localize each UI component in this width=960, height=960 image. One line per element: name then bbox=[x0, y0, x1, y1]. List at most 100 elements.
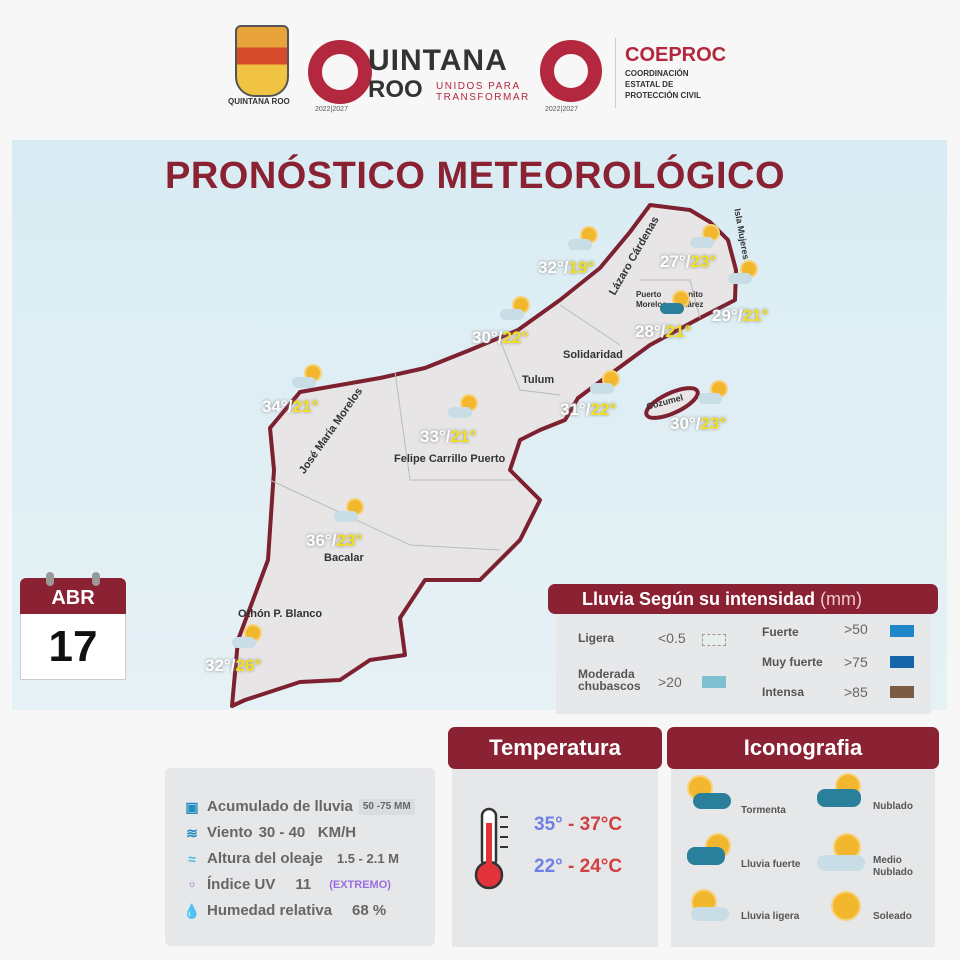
info-wind-value: 30 - 40 KM/H bbox=[258, 824, 357, 841]
temperature-marker: 33°/21° bbox=[420, 427, 477, 446]
calendar-ring bbox=[92, 572, 100, 586]
map-label-bacalar: Bacalar bbox=[324, 552, 364, 564]
calendar-ring bbox=[46, 572, 54, 586]
info-wind-row: ≋ Viento 30 - 40 KM/H bbox=[183, 824, 356, 842]
legend-medio-nublado: Medio Nublado bbox=[873, 855, 913, 878]
rain-legend-header: Lluvia Según su intensidad (mm) bbox=[548, 584, 938, 614]
sunny-icon bbox=[827, 893, 871, 929]
info-humidity-value: 68 % bbox=[352, 902, 387, 919]
years-2: 2022|2027 bbox=[545, 106, 578, 113]
coat-of-arms-logo bbox=[235, 25, 289, 97]
iconography-title: Iconografia bbox=[667, 727, 939, 769]
wind-icon: ≋ bbox=[186, 825, 198, 841]
header-logos: QUINTANA ROO UINTANA ROO UNIDOS PARA TRA… bbox=[0, 0, 960, 130]
weather-info-panel: ▣ Acumulado de lluvia 50 -75 MM ≋ Viento 30 … bbox=[165, 768, 435, 946]
calendar-month: ABR bbox=[20, 578, 126, 614]
rain-label-muy-fuerte: Muy fuerte bbox=[762, 655, 823, 669]
heavy-rain-icon bbox=[687, 835, 731, 871]
legend-soleado: Soleado bbox=[873, 911, 912, 922]
min-temperature-range: 22° - 24°C bbox=[534, 856, 622, 878]
uv-sun-icon: ☼ bbox=[187, 879, 197, 890]
rain-swatch-ligera bbox=[702, 634, 726, 646]
min-temp: 21° bbox=[665, 322, 692, 341]
partly-cloudy-icon bbox=[334, 500, 364, 522]
calendar-day: 17 bbox=[20, 614, 126, 680]
rain-swatch-moderada bbox=[702, 676, 726, 688]
cloudy-icon bbox=[817, 775, 861, 811]
max-temp: 34° bbox=[262, 397, 288, 416]
rain-value-moderada: >20 bbox=[658, 674, 682, 690]
info-waves-row: ≈ Altura del oleaje 1.5 - 2.1 M bbox=[183, 850, 399, 868]
info-uv-row: ☼ Índice UV 11 (EXTREMO) bbox=[183, 876, 391, 894]
min-temp: 23° bbox=[700, 414, 727, 433]
info-wind-label: Viento bbox=[207, 824, 253, 841]
partly-cloudy-icon bbox=[728, 262, 758, 284]
rain-label-moderada: Moderada chubascos bbox=[578, 667, 641, 693]
temperature-title: Temperatura bbox=[448, 727, 662, 769]
info-rain-row: ▣ Acumulado de lluvia 50 -75 MM bbox=[183, 798, 415, 816]
rain-label-ligera: Ligera bbox=[578, 631, 615, 645]
quintana-roo-q-logo bbox=[308, 40, 372, 104]
partly-cloudy-icon bbox=[292, 366, 322, 388]
temperature-marker: 29°/21° bbox=[712, 306, 769, 325]
map-label-puerto-morelos: Puerto Morelos bbox=[636, 290, 667, 309]
map-label-felipe-carrillo-puerto: Felipe Carrillo Puerto bbox=[394, 453, 506, 465]
info-uv-level: (EXTREMO) bbox=[329, 879, 391, 891]
municipal-borders bbox=[269, 279, 701, 551]
max-temp: 32° bbox=[538, 258, 564, 277]
temperature-marker: 31°/22° bbox=[560, 400, 617, 419]
min-temp: 22° bbox=[590, 400, 617, 419]
max-temp: 30° bbox=[670, 414, 696, 433]
temperature-marker: 34°/21° bbox=[262, 397, 319, 416]
info-humidity-row: 💧 Humedad relativa 68 % bbox=[183, 902, 386, 920]
quintana-roo-shape bbox=[230, 203, 738, 708]
max-temp: 30° bbox=[472, 328, 498, 347]
min-temp-low: 22° bbox=[534, 856, 563, 877]
max-temp: 32° bbox=[205, 656, 231, 675]
temperature-marker: 36°/23° bbox=[306, 531, 363, 550]
temperature-marker: 30°/22° bbox=[472, 328, 529, 347]
coeproc-title: COEPROC bbox=[625, 44, 727, 66]
map-label-solidaridad: Solidaridad bbox=[563, 349, 623, 361]
max-temp: 33° bbox=[420, 427, 446, 446]
min-temp: 26° bbox=[235, 656, 262, 675]
info-waves-value: 1.5 - 2.1 M bbox=[336, 851, 400, 866]
partly-cloudy-icon bbox=[448, 396, 478, 418]
storm-icon bbox=[660, 292, 690, 314]
info-rain-value: 50 -75 MM bbox=[358, 799, 415, 815]
date-calendar: ABR 17 bbox=[20, 572, 126, 686]
min-temp-high: 24°C bbox=[579, 856, 623, 877]
rain-legend-title: Lluvia Según su intensidad bbox=[582, 589, 816, 609]
partly-cloudy-icon bbox=[817, 835, 865, 871]
max-temperature-range: 35° - 37°C bbox=[534, 814, 622, 836]
rain-value-muy-fuerte: >75 bbox=[844, 654, 868, 670]
years: 2022|2027 bbox=[315, 106, 348, 113]
legend-lluvia-ligera: Lluvia ligera bbox=[741, 911, 800, 922]
rain-swatch-fuerte bbox=[890, 625, 914, 637]
info-rain-label: Acumulado de lluvia bbox=[207, 798, 353, 815]
waves-icon: ≈ bbox=[188, 851, 196, 867]
partly-cloudy-icon bbox=[232, 626, 262, 648]
iconography-panel: Iconografia Tormenta Nublado Lluvia fuer… bbox=[667, 727, 939, 947]
min-temp: 21° bbox=[450, 427, 477, 446]
info-uv-value: 11 bbox=[295, 876, 312, 893]
partly-cloudy-icon bbox=[698, 382, 728, 404]
min-temp-sep: - bbox=[562, 856, 580, 877]
info-waves-label: Altura del oleaje bbox=[207, 850, 323, 867]
quintana-roo-logo-text: UINTANA bbox=[368, 44, 508, 77]
partly-cloudy-icon bbox=[590, 372, 620, 394]
cozumel-island bbox=[644, 386, 700, 420]
info-uv-label: Índice UV bbox=[207, 876, 276, 893]
rain-swatch-intensa bbox=[890, 686, 914, 698]
water-drop-icon: 💧 bbox=[183, 903, 201, 919]
max-temp-high: 37°C bbox=[579, 814, 623, 835]
min-temp: 21° bbox=[292, 397, 319, 416]
min-temp: 23° bbox=[336, 531, 363, 550]
temperature-marker: 32°/26° bbox=[205, 656, 262, 675]
min-temp: 21° bbox=[742, 306, 769, 325]
divider bbox=[615, 38, 616, 108]
map-label-benito-juarez: Benito Juárez bbox=[678, 290, 704, 309]
rain-label-fuerte: Fuerte bbox=[762, 625, 799, 639]
coeproc-subtitle: COORDINACIÓN ESTATAL DE PROTECCIÓN CIVIL bbox=[625, 69, 702, 100]
storm-icon bbox=[687, 777, 731, 813]
